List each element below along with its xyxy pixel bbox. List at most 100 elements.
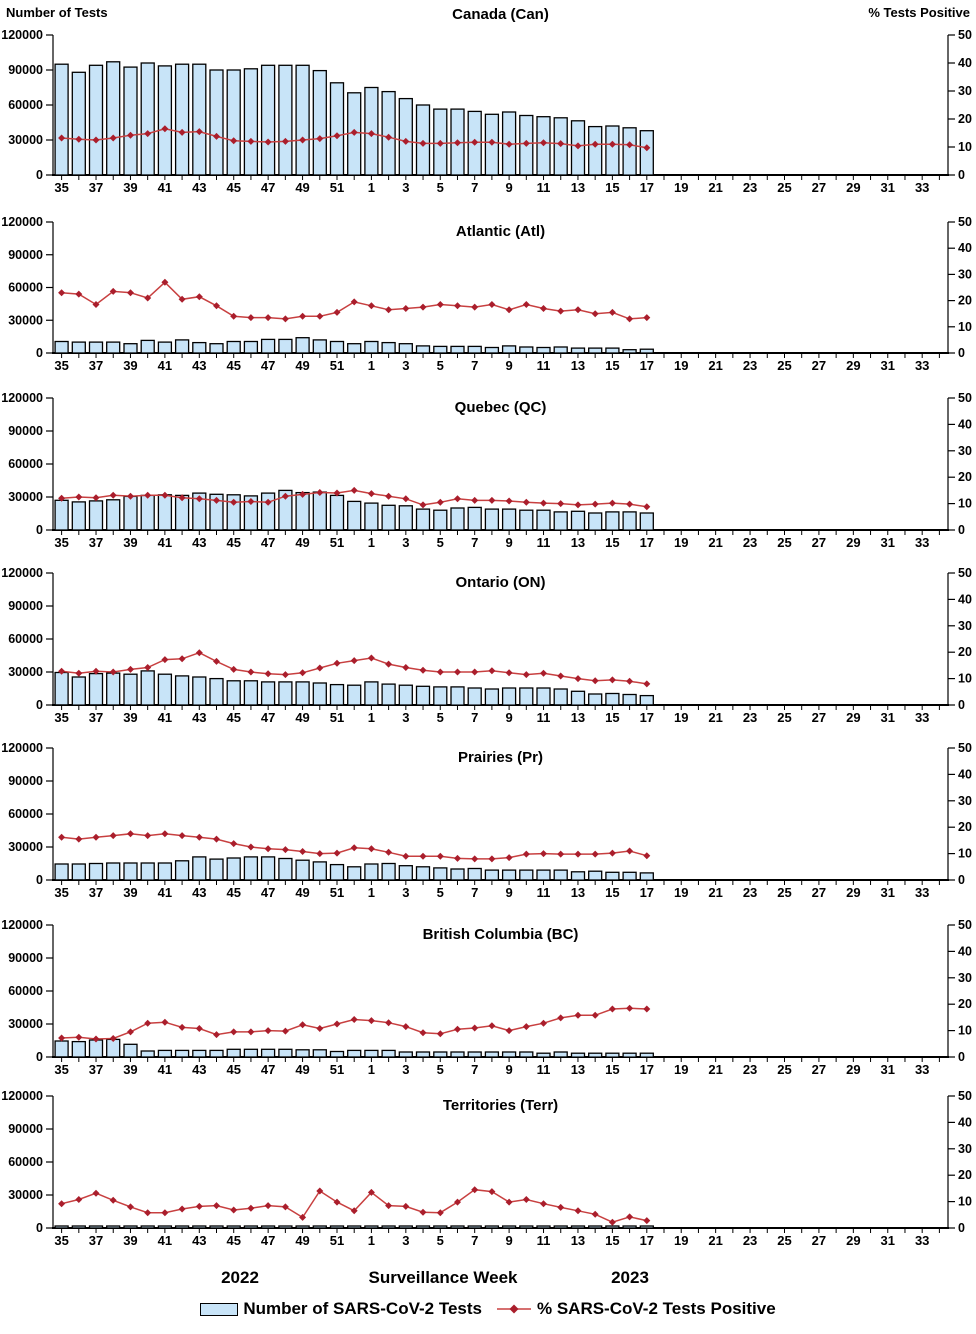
left-tick-label: 90000	[8, 599, 43, 613]
x-tick-label: 39	[123, 358, 137, 373]
left-axis-title: Number of Tests	[6, 5, 108, 20]
x-tick-label: 49	[295, 180, 309, 195]
x-tick-label: 51	[330, 535, 344, 550]
right-tick-label: 20	[958, 470, 972, 484]
x-tick-label: 49	[295, 885, 309, 900]
left-tick-label: 60000	[8, 457, 43, 471]
footer-year-2022: 2022	[221, 1268, 259, 1287]
x-tick-label: 39	[123, 1062, 137, 1077]
x-tick-label: 7	[471, 1233, 478, 1248]
x-tick-label: 41	[158, 180, 172, 195]
x-tick-label: 33	[915, 710, 929, 725]
right-tick-label: 50	[958, 391, 972, 405]
x-tick-label: 29	[846, 358, 860, 373]
x-tick-label: 11	[537, 535, 551, 550]
left-tick-label: 90000	[8, 63, 43, 77]
x-tick-label: 27	[812, 710, 826, 725]
pct-positive-markers-atl	[58, 278, 651, 323]
tests-bars-can	[54, 61, 654, 176]
left-tick-label: 30000	[8, 490, 43, 504]
x-tick-label: 33	[915, 1062, 929, 1077]
x-tick-label: 5	[437, 180, 444, 195]
right-tick-label: 0	[958, 346, 965, 360]
x-tick-label: 25	[777, 180, 791, 195]
right-tick-label: 40	[958, 241, 972, 255]
right-tick-label: 40	[958, 1115, 972, 1129]
right-tick-label: 30	[958, 794, 972, 808]
tests-bars-atl	[54, 337, 654, 354]
x-tick-label: 19	[674, 180, 688, 195]
x-tick-label: 51	[330, 710, 344, 725]
left-tick-label: 60000	[8, 1155, 43, 1169]
x-tick-label: 19	[674, 885, 688, 900]
right-tick-label: 10	[958, 1195, 972, 1209]
axes-terr	[46, 1095, 955, 1233]
left-tick-label: 120000	[1, 918, 43, 932]
x-tick-label: 29	[846, 1233, 860, 1248]
x-tick-label: 11	[537, 885, 551, 900]
x-tick-label: 45	[226, 180, 240, 195]
right-tick-label: 30	[958, 84, 972, 98]
x-tick-label: 17	[640, 535, 654, 550]
x-tick-label: 7	[471, 710, 478, 725]
x-tick-label: 9	[505, 358, 512, 373]
x-tick-label: 49	[295, 1062, 309, 1077]
x-tick-label: 27	[812, 180, 826, 195]
tests-bar-swatch-icon	[200, 1302, 239, 1316]
left-tick-label: 120000	[1, 215, 43, 229]
x-tick-label: 3	[402, 885, 409, 900]
left-tick-label: 60000	[8, 281, 43, 295]
x-tick-label: 9	[505, 1062, 512, 1077]
x-tick-label: 45	[226, 710, 240, 725]
x-tick-label: 31	[881, 1062, 895, 1077]
x-tick-label: 39	[123, 710, 137, 725]
left-tick-label: 0	[36, 698, 43, 712]
panel-title-atlantic: Atlantic (Atl)	[455, 223, 546, 240]
pct-positive-markers-bc	[58, 1004, 651, 1043]
right-axis-title: % Tests Positive	[868, 5, 970, 20]
left-tick-label: 30000	[8, 665, 43, 679]
x-tick-label: 41	[158, 1233, 172, 1248]
tests-bars-qc	[54, 489, 654, 531]
pct-positive-markers-can	[58, 125, 651, 152]
right-tick-label: 50	[958, 28, 972, 42]
x-tick-label: 37	[89, 1233, 103, 1248]
x-tick-label: 49	[295, 710, 309, 725]
tests-bars-pr	[54, 856, 654, 881]
right-tick-label: 20	[958, 645, 972, 659]
x-tick-label: 31	[881, 180, 895, 195]
left-tick-label: 30000	[8, 313, 43, 327]
x-tick-label: 25	[777, 358, 791, 373]
x-tick-label: 17	[640, 710, 654, 725]
right-tick-label: 50	[958, 1089, 972, 1103]
x-tick-label: 51	[330, 1062, 344, 1077]
x-tick-label: 35	[54, 180, 68, 195]
right-tick-label: 40	[958, 944, 972, 958]
x-tick-label: 15	[605, 1062, 619, 1077]
legend-pct-label: % SARS-CoV-2 Tests Positive	[536, 1299, 776, 1318]
x-tick-label: 7	[471, 885, 478, 900]
right-tick-label: 40	[958, 56, 972, 70]
x-tick-label: 49	[295, 1233, 309, 1248]
x-axis-title: Surveillance Week	[368, 1268, 518, 1287]
x-tick-label: 17	[640, 1233, 654, 1248]
right-tick-label: 40	[958, 592, 972, 606]
x-tick-label: 23	[743, 535, 757, 550]
right-tick-label: 10	[958, 140, 972, 154]
x-tick-label: 9	[505, 180, 512, 195]
x-tick-label: 7	[471, 1062, 478, 1077]
x-tick-label: 1	[368, 885, 375, 900]
x-tick-label: 49	[295, 535, 309, 550]
right-tick-label: 20	[958, 820, 972, 834]
x-tick-label: 15	[605, 180, 619, 195]
x-tick-label: 33	[915, 358, 929, 373]
left-tick-label: 30000	[8, 133, 43, 147]
tests-bars-bc	[54, 1038, 654, 1058]
right-tick-label: 50	[958, 741, 972, 755]
x-tick-label: 13	[571, 180, 585, 195]
left-tick-label: 90000	[8, 248, 43, 262]
right-tick-label: 0	[958, 168, 965, 182]
